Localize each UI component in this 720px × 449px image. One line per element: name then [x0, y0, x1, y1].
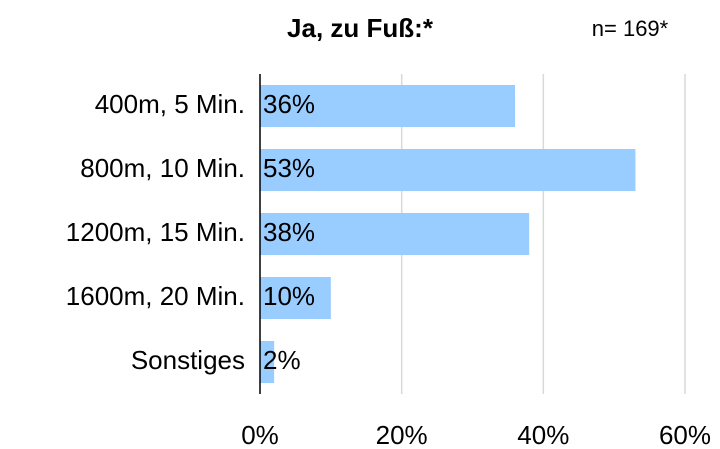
- value-label: 53%: [263, 153, 315, 183]
- bar: [260, 149, 636, 191]
- bar: [260, 341, 275, 383]
- bar: [260, 85, 515, 127]
- x-tick-label: 40%: [517, 420, 569, 449]
- x-tick-label: 60%: [659, 420, 711, 449]
- y-tick-label: Sonstiges: [131, 345, 245, 375]
- x-tick-label: 0%: [241, 420, 279, 449]
- y-tick-label: 800m, 10 Min.: [80, 153, 245, 183]
- bar: [260, 277, 331, 319]
- annotation: n= 169*: [592, 16, 669, 41]
- value-label: 2%: [263, 345, 301, 375]
- y-tick-label: 400m, 5 Min.: [95, 89, 245, 119]
- y-tick-label: 1600m, 20 Min.: [66, 281, 245, 311]
- chart-title: Ja, zu Fuß:*: [287, 13, 434, 43]
- value-label: 38%: [263, 217, 315, 247]
- bar: [260, 213, 530, 255]
- value-label: 36%: [263, 89, 315, 119]
- y-tick-label: 1200m, 15 Min.: [66, 217, 245, 247]
- value-label: 10%: [263, 281, 315, 311]
- x-tick-label: 20%: [376, 420, 428, 449]
